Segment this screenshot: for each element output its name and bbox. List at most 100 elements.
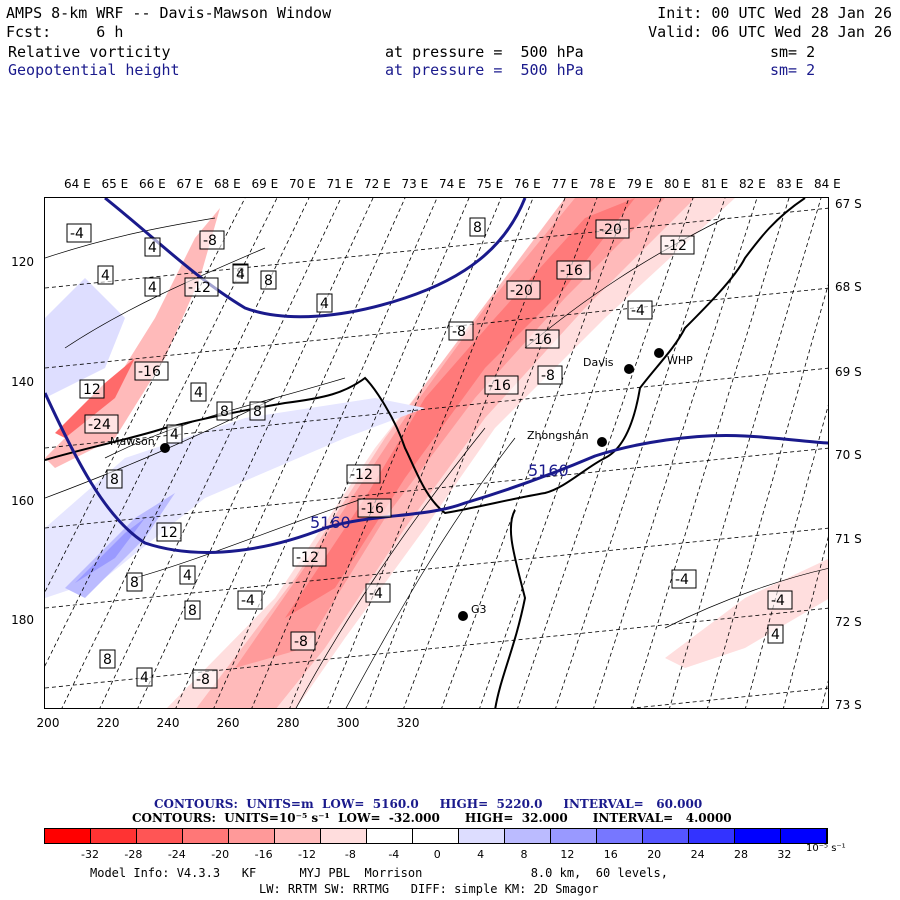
lon-label: 79 E	[626, 177, 654, 191]
vorticity-value-box	[134, 361, 169, 381]
lat-label: 67 S	[835, 197, 862, 211]
vorticity-value-label: -8	[290, 631, 316, 651]
lon-label: 69 E	[251, 177, 279, 191]
vorticity-value-box	[525, 329, 560, 349]
lon-label: 67 E	[176, 177, 204, 191]
y-tick-label: 160	[11, 494, 34, 508]
vorticity-value-box	[237, 590, 263, 610]
vorticity-value-box	[184, 600, 201, 620]
blue-region-left	[45, 278, 125, 398]
vorticity-value-box	[595, 219, 630, 239]
field2-smoothing: sm= 2	[770, 61, 816, 79]
map-svg: 5160 5160 Davis WHP Mawson Zhongshan G3 …	[45, 198, 828, 708]
vorticity-value-label: 4	[767, 624, 784, 644]
vorticity-value-label: 4	[166, 424, 183, 444]
vorticity-value: 4	[148, 240, 157, 256]
vorticity-value-box	[156, 522, 182, 542]
vorticity-value: -4	[241, 593, 255, 609]
vorticity-value-label: -24	[84, 414, 119, 434]
y-tick-label: 180	[11, 613, 34, 627]
station-davis-marker[interactable]	[624, 364, 634, 374]
blue-region-mid	[45, 398, 425, 598]
lat-label: 68 S	[835, 280, 862, 294]
map-panel[interactable]: 5160 5160 Davis WHP Mawson Zhongshan G3 …	[44, 197, 829, 709]
vorticity-value: 4	[771, 627, 780, 643]
coastline	[45, 198, 806, 708]
lon-label: 83 E	[776, 177, 804, 191]
lon-label: 74 E	[439, 177, 466, 191]
vorticity-value-label: 4	[144, 237, 161, 257]
vorticity-value-box	[260, 270, 277, 290]
vorticity-value: 8	[264, 273, 273, 289]
station-whp-marker[interactable]	[654, 348, 664, 358]
vorticity-value-box	[469, 217, 486, 237]
lon-label: 82 E	[739, 177, 766, 191]
colorbar-label: -28	[124, 848, 143, 861]
vorticity-value-label: -4	[237, 590, 263, 610]
vorticity-value: -8	[452, 324, 466, 340]
colorbar	[44, 828, 828, 844]
lat-label: 73 S	[835, 698, 862, 712]
vorticity-value-box	[97, 265, 114, 285]
colorbar-swatch	[183, 829, 229, 843]
station-g3-marker[interactable]	[458, 611, 468, 621]
colorbar-label: -20	[211, 848, 230, 861]
vorticity-value-label: 8	[99, 649, 116, 669]
lon-label: 64 E	[64, 177, 91, 191]
vorticity-value-label: -8	[448, 321, 474, 341]
vorticity-value-box	[346, 464, 381, 484]
blue-region-low-core	[75, 518, 145, 583]
colorbar-swatch	[275, 829, 321, 843]
vorticity-labels: -4 8 -8 4 -12 4 8 8 -20 -12 4 4 -16 -20 -4 4 -8 -16 -16 -8 1…	[66, 217, 793, 689]
vorticity-value: -12	[664, 238, 687, 254]
vorticity-value: 8	[220, 404, 229, 420]
vorticity-value: -4	[675, 572, 689, 588]
vorticity-value-label: 8	[260, 270, 277, 290]
x-tick-label: 280	[276, 716, 300, 730]
lon-label: 68 E	[214, 177, 241, 191]
vorticity-value-label: -16	[484, 375, 519, 395]
vorticity-value-label: 4	[144, 277, 161, 297]
vorticity-value-box	[190, 382, 207, 402]
vorticity-value-label: -12	[184, 277, 219, 297]
vorticity-value: -8	[203, 233, 217, 249]
field1-level: at pressure = 500 hPa	[385, 43, 584, 61]
station-davis: Davis	[583, 356, 614, 369]
vorticity-value-label: 8	[184, 600, 201, 620]
vorticity-value: 8	[103, 652, 112, 668]
colorbar-label: -4	[388, 848, 400, 861]
lon-label: 78 E	[589, 177, 616, 191]
vorticity-value-box	[671, 569, 697, 589]
vorticity-value: -16	[488, 378, 511, 394]
colorbar-swatch	[643, 829, 689, 843]
vorticity-value-label: -16	[357, 498, 392, 518]
height-label-2: 5160	[528, 461, 569, 480]
vorticity-value: 12	[160, 525, 178, 541]
x-tick-label: 220	[96, 716, 120, 730]
field1-name: Relative vorticity	[8, 43, 171, 61]
vorticity-value: 4	[320, 296, 329, 312]
lon-label: 75 E	[476, 177, 504, 191]
lon-label: 73 E	[401, 177, 429, 191]
lat-label: 70 S	[835, 448, 862, 462]
station-mawson-marker[interactable]	[160, 443, 170, 453]
vorticity-value-box	[144, 277, 161, 297]
y-tick-label: 140	[11, 375, 34, 389]
vorticity-value: -8	[541, 368, 555, 384]
vorticity-value-label: -12	[346, 464, 381, 484]
vorticity-value: 4	[194, 385, 203, 401]
vorticity-value: -12	[188, 280, 211, 296]
vorticity-value-box	[166, 424, 183, 444]
station-zhongshan: Zhongshan	[527, 429, 589, 442]
vorticity-value-label: 4	[97, 265, 114, 285]
vorticity-value: -16	[361, 501, 384, 517]
vorticity-value: -12	[350, 467, 373, 483]
colorbar-label: 24	[690, 848, 705, 861]
colorbar-label: -12	[298, 848, 316, 861]
vorticity-value-label: -4	[671, 569, 697, 589]
vorticity-value-box	[79, 379, 105, 399]
lon-label: 66 E	[139, 177, 166, 191]
station-zhongshan-marker[interactable]	[597, 437, 607, 447]
vorticity-value-label: 4	[316, 293, 333, 313]
colorbar-swatch	[689, 829, 735, 843]
